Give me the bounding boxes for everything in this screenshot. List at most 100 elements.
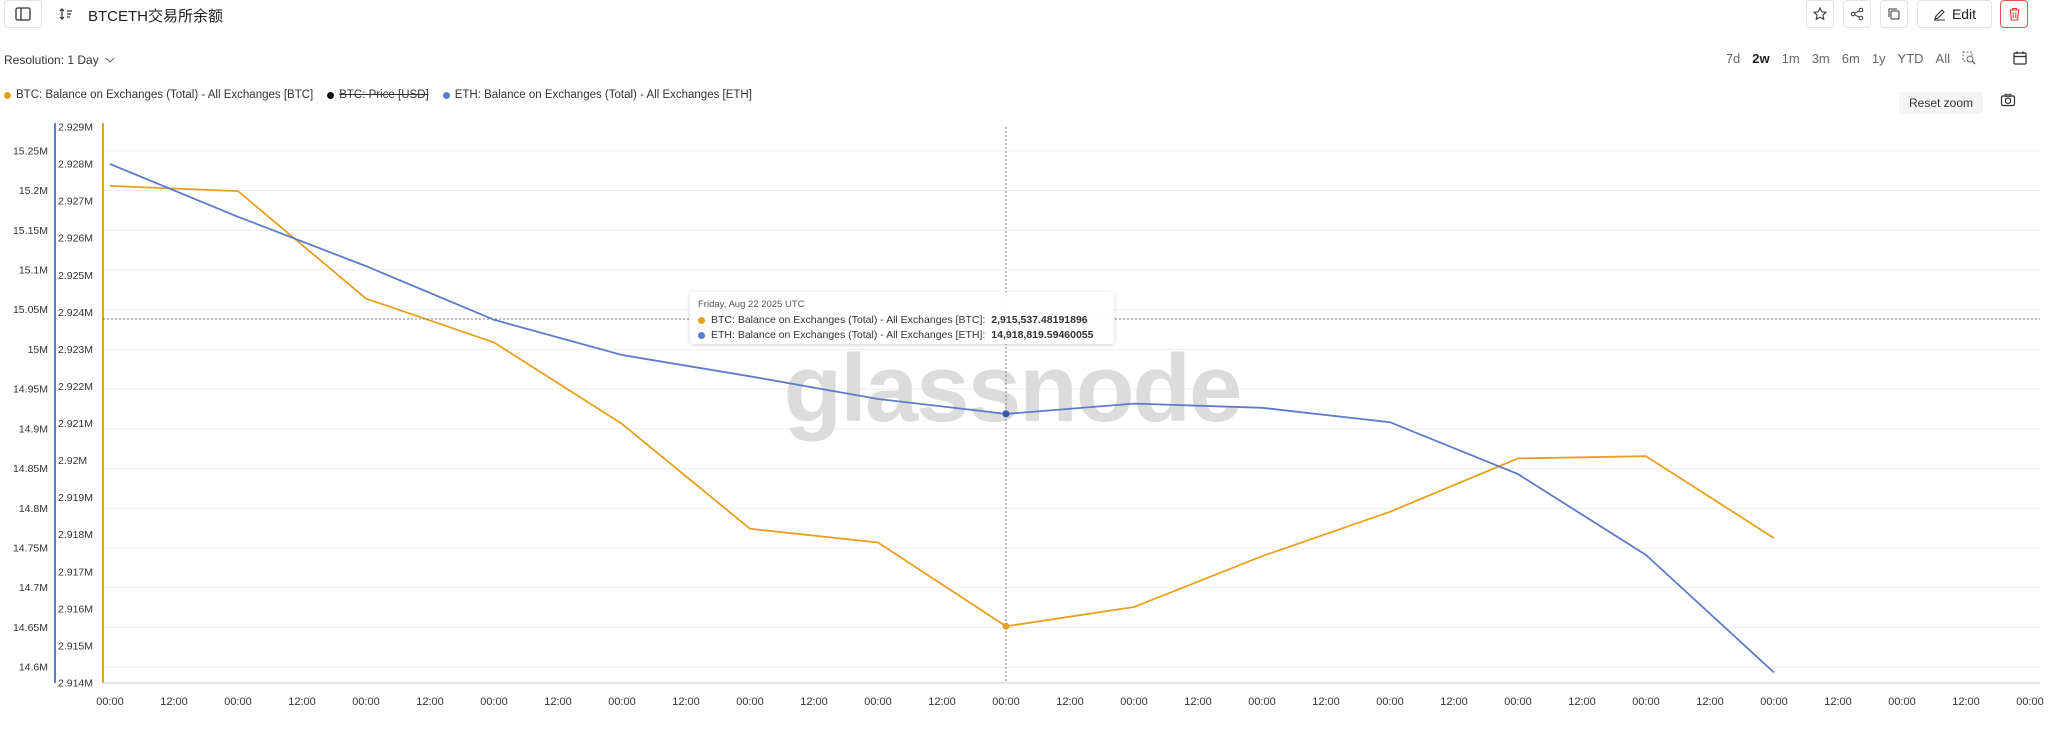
x-tick-label: 12:00 <box>1696 696 1724 708</box>
x-tick-label: 00:00 <box>224 696 252 708</box>
range-6m[interactable]: 6m <box>1841 51 1860 66</box>
legend-dot <box>442 91 450 99</box>
y-left-tick-label: 15M <box>28 344 48 356</box>
y-left-tick-label: 14.85M <box>13 463 48 475</box>
x-tick-label: 12:00 <box>1952 696 1980 708</box>
trash-icon <box>2009 7 2019 21</box>
date-picker-button[interactable] <box>2012 50 2028 71</box>
legend-label: ETH: Balance on Exchanges (Total) - All … <box>454 89 752 101</box>
page-title: BTCETH交易所余额 <box>88 8 224 25</box>
x-tick-label: 00:00 <box>96 696 124 708</box>
top-bar: BTCETH交易所余额 Edit <box>0 0 2048 30</box>
share-icon <box>1850 7 1864 21</box>
x-tick-label: 12:00 <box>416 696 444 708</box>
pencil-icon <box>1933 8 1945 20</box>
y-left-tick-label: 14.6M <box>19 662 48 674</box>
x-tick-label: 00:00 <box>1504 696 1532 708</box>
x-tick-label: 12:00 <box>160 696 188 708</box>
range-2w[interactable]: 2w <box>1752 51 1770 66</box>
y-left-tick-label: 14.9M <box>19 423 48 435</box>
legend-label: BTC: Balance on Exchanges (Total) - All … <box>16 89 314 101</box>
y-right-tick-label: 2.917M <box>58 566 93 578</box>
y-left-tick-label: 14.8M <box>19 503 48 515</box>
sidebar-toggle-button[interactable] <box>4 0 42 28</box>
range-1y[interactable]: 1y <box>1871 51 1886 66</box>
btc-series-line <box>109 185 1775 628</box>
zoom-select-button[interactable] <box>1956 49 1982 70</box>
x-tick-label: 00:00 <box>1760 696 1788 708</box>
x-tick-label: 12:00 <box>800 696 828 708</box>
y-right-tick-label: 2.922M <box>58 381 93 393</box>
y-right-tick-label: 2.919M <box>58 492 93 504</box>
x-tick-label: 00:00 <box>608 696 636 708</box>
duplicate-button[interactable] <box>1880 0 1908 28</box>
x-tick-label: 00:00 <box>1376 696 1404 708</box>
screenshot-button[interactable] <box>2000 93 2016 112</box>
x-tick-label: 00:00 <box>1888 696 1916 708</box>
x-tick-label: 00:00 <box>480 696 508 708</box>
x-tick-label: 00:00 <box>992 696 1020 708</box>
chart-grid <box>103 150 2040 668</box>
reset-zoom-button[interactable]: Reset zoom <box>1899 92 1983 114</box>
tooltip-eth-label: ETH: Balance on Exchanges (Total) - All … <box>711 329 986 341</box>
y-right-tick-label: 2.915M <box>58 640 93 652</box>
y-right-tick-label: 2.921M <box>58 418 93 430</box>
zoom-icon <box>1962 51 1976 65</box>
x-tick-label: 00:00 <box>1248 696 1276 708</box>
tooltip-eth-value: 14,918,819.59460055 <box>991 329 1094 341</box>
x-tick-label: 12:00 <box>1440 696 1468 708</box>
tooltip-date: Friday, Aug 22 2025 UTC <box>698 299 805 310</box>
x-tick-label: 12:00 <box>928 696 956 708</box>
btc-hover-point <box>1002 622 1010 630</box>
range-ytd[interactable]: YTD <box>1897 51 1924 66</box>
x-tick-label: 12:00 <box>288 696 316 708</box>
chart-legend: BTC: Balance on Exchanges (Total) - All … <box>4 89 752 101</box>
range-1m[interactable]: 1m <box>1781 51 1800 66</box>
time-range-group: 7d 2w 1m 3m 6m 1y YTD All <box>1720 49 1982 70</box>
x-tick-label: 12:00 <box>1824 696 1852 708</box>
edit-label: Edit <box>1951 6 1977 22</box>
range-7d[interactable]: 7d <box>1725 51 1741 66</box>
resolution-select[interactable]: Resolution: 1 Day <box>4 53 115 67</box>
watermark: glassnode <box>784 335 1241 442</box>
chart-tooltip: Friday, Aug 22 2025 UTC BTC: Balance on … <box>690 292 1114 344</box>
x-tick-label: 00:00 <box>1120 696 1148 708</box>
legend-item[interactable]: BTC: Price [USD] <box>327 89 429 101</box>
y-right-tick-label: 2.916M <box>58 603 93 615</box>
y-right-tick-label: 2.926M <box>58 233 93 245</box>
crosshair <box>103 127 2040 683</box>
chevron-down-icon <box>105 57 115 63</box>
legend-item[interactable]: BTC: Balance on Exchanges (Total) - All … <box>4 89 313 101</box>
y-left-tick-label: 15.1M <box>19 264 48 276</box>
legend-dot <box>327 91 335 99</box>
camera-icon <box>2000 93 2016 107</box>
eth-series-line <box>109 163 1775 674</box>
y-left-tick-label: 14.65M <box>13 622 48 634</box>
range-all[interactable]: All <box>1935 51 1950 66</box>
legend-label: BTC: Price [USD] <box>339 89 429 101</box>
legend-item[interactable]: ETH: Balance on Exchanges (Total) - All … <box>442 89 752 101</box>
y-right-tick-label: 2.924M <box>58 307 93 319</box>
share-button[interactable] <box>1843 0 1871 28</box>
chart-lines <box>109 163 1775 674</box>
y-right-tick-label: 2.927M <box>58 196 93 208</box>
legend-dot <box>4 91 11 99</box>
y-left-tick-label: 14.75M <box>13 542 48 554</box>
favorite-button[interactable] <box>1806 0 1834 28</box>
y-left-tick-label: 15.2M <box>19 185 48 197</box>
x-tick-label: 12:00 <box>1312 696 1340 708</box>
delete-button[interactable] <box>2000 0 2028 28</box>
x-tick-label: 12:00 <box>1056 696 1084 708</box>
sort-button[interactable] <box>58 6 74 27</box>
y-right-tick-label: 2.918M <box>58 529 93 541</box>
tooltip-btc-label: BTC: Balance on Exchanges (Total) - All … <box>711 314 986 326</box>
tooltip-btc-value: 2,915,537.48191896 <box>991 314 1088 326</box>
resolution-label: Resolution: 1 Day <box>4 53 99 67</box>
range-3m[interactable]: 3m <box>1811 51 1830 66</box>
tooltip-row-eth: ETH: Balance on Exchanges (Total) - All … <box>698 329 1106 341</box>
x-tick-label: 12:00 <box>544 696 572 708</box>
y-right-tick-label: 2.928M <box>58 159 93 171</box>
edit-button[interactable]: Edit <box>1917 0 1992 28</box>
y-right-tick-label: 2.925M <box>58 270 93 282</box>
